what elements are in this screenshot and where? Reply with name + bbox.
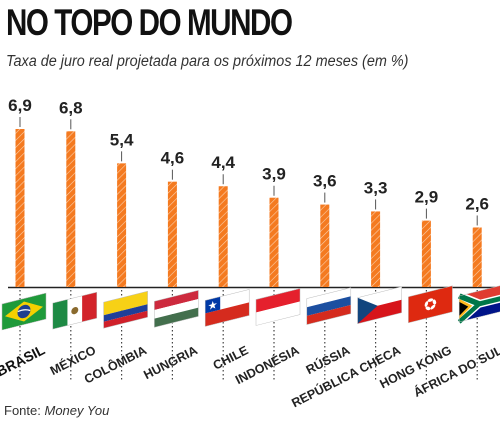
- mexico-flag-icon: [52, 291, 98, 330]
- bar-áfrica-do-sul: [472, 227, 482, 287]
- value-label: 4,6: [161, 149, 185, 168]
- value-label: 5,4: [110, 130, 134, 149]
- source-name: Money You: [44, 403, 110, 418]
- value-label: 2,6: [465, 194, 489, 213]
- bar-hungria: [167, 181, 177, 287]
- value-label: 3,9: [262, 165, 286, 184]
- value-label: 3,3: [364, 178, 388, 197]
- value-label: 6,8: [59, 98, 83, 117]
- source-label: Fonte:: [4, 403, 41, 418]
- bar-indonésia: [269, 197, 279, 287]
- chart-subtitle: Taxa de juro real projetada para os próx…: [6, 53, 409, 70]
- value-label: 6,9: [8, 96, 32, 115]
- bar-república-checa: [371, 211, 381, 287]
- bar-chile: [218, 186, 228, 287]
- south-africa-flag-icon: [457, 284, 500, 325]
- value-label: 4,4: [211, 153, 235, 172]
- bar-brasil: [15, 129, 25, 287]
- czech-flag-icon: [357, 286, 402, 325]
- indonesia-flag-icon: [255, 288, 301, 326]
- value-label: 3,6: [313, 172, 337, 191]
- value-label: 2,9: [415, 188, 439, 207]
- bar-rússia: [320, 204, 330, 287]
- chile-flag-icon: [204, 289, 250, 327]
- category-label: HUNGRIA: [141, 343, 199, 382]
- brazil-flag-icon: [1, 292, 47, 331]
- hong-kong-flag-icon: [408, 285, 453, 324]
- bar-hong-kong: [421, 220, 431, 287]
- source-note: Fonte: Money You: [4, 403, 109, 418]
- category-label: BRASIL: [0, 341, 48, 379]
- colombia-flag-icon: [103, 290, 148, 329]
- russia-flag-icon: [306, 287, 352, 325]
- hungary-flag-icon: [154, 290, 199, 328]
- bar-méxico: [66, 131, 76, 287]
- bar-colômbia: [117, 163, 127, 287]
- chart-title: NO TOPO DO MUNDO: [6, 2, 293, 43]
- category-label: ÁFRICA DO SUL: [411, 342, 500, 400]
